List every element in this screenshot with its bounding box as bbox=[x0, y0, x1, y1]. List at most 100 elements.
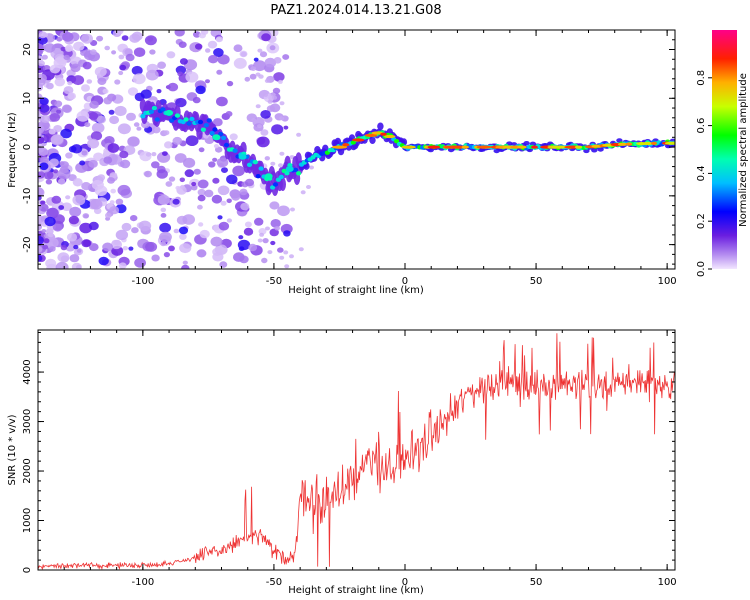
noise-blob bbox=[244, 76, 251, 82]
noise-blob bbox=[226, 174, 238, 185]
noise-blob bbox=[39, 162, 49, 171]
noise-blob bbox=[131, 65, 143, 76]
noise-blob bbox=[38, 147, 49, 156]
noise-blob bbox=[283, 250, 289, 255]
ridge-mid bbox=[197, 119, 204, 125]
noise-blob bbox=[41, 229, 47, 233]
noise-blob bbox=[40, 115, 51, 123]
noise-blob bbox=[151, 152, 157, 157]
ridge-mid bbox=[140, 114, 146, 119]
noise-blob bbox=[159, 231, 172, 243]
snr-line bbox=[38, 333, 675, 570]
noise-blob bbox=[240, 202, 250, 211]
noise-blob bbox=[195, 43, 203, 50]
noise-blob bbox=[119, 150, 129, 159]
noise-blob bbox=[69, 206, 82, 217]
ridge-mid bbox=[255, 174, 261, 179]
ridge-outer bbox=[523, 141, 530, 146]
noise-blob bbox=[253, 57, 259, 62]
noise-blob bbox=[249, 73, 257, 80]
ridge-mid bbox=[174, 113, 181, 118]
noise-blob bbox=[272, 87, 281, 94]
ridge-mid bbox=[272, 182, 279, 187]
noise-blob bbox=[88, 221, 99, 231]
noise-blob bbox=[79, 160, 86, 166]
noise-blob bbox=[58, 205, 65, 210]
colorbar-tick-label: 0.2 bbox=[696, 213, 707, 229]
noise-blob bbox=[160, 241, 167, 247]
noise-blob bbox=[117, 123, 131, 135]
y-tick-label: 4000 bbox=[22, 359, 33, 384]
noise-blob bbox=[126, 112, 136, 121]
noise-blob bbox=[76, 110, 90, 122]
noise-blob bbox=[183, 157, 196, 168]
noise-blob bbox=[38, 195, 42, 201]
noise-blob bbox=[256, 136, 270, 148]
noise-blob bbox=[151, 254, 160, 262]
noise-blob bbox=[102, 88, 109, 94]
noise-blob bbox=[182, 260, 188, 265]
ridge-outer bbox=[240, 141, 247, 156]
noise-blob bbox=[134, 257, 147, 268]
snr-xlabel: Height of straight line (km) bbox=[288, 585, 424, 596]
noise-blob bbox=[220, 200, 227, 206]
noise-blob bbox=[73, 41, 85, 51]
noise-blob bbox=[180, 184, 185, 189]
noise-blob bbox=[63, 86, 74, 95]
noise-blob bbox=[72, 75, 85, 86]
noise-blob bbox=[179, 177, 185, 183]
noise-blob bbox=[178, 226, 189, 235]
ridge-outer bbox=[369, 136, 376, 144]
ridge-mid bbox=[252, 159, 258, 165]
noise-blob bbox=[225, 111, 233, 117]
colorbar-label: Normalized spectral amplitude bbox=[738, 73, 749, 227]
noise-blob bbox=[118, 262, 127, 269]
noise-blob bbox=[179, 243, 192, 254]
noise-blob bbox=[229, 133, 238, 141]
noise-blob bbox=[38, 205, 42, 211]
snr-plot-area bbox=[38, 330, 675, 570]
noise-blob bbox=[82, 213, 90, 219]
noise-blob bbox=[219, 261, 228, 268]
noise-blob bbox=[231, 192, 241, 201]
noise-blob bbox=[207, 40, 218, 49]
ridge-outer bbox=[616, 138, 623, 143]
noise-blob bbox=[111, 50, 117, 55]
noise-blob bbox=[179, 233, 187, 240]
noise-blob bbox=[262, 238, 269, 244]
noise-blob bbox=[145, 241, 158, 252]
noise-blob bbox=[213, 48, 224, 57]
ridge-mid bbox=[148, 109, 155, 115]
noise-blob bbox=[119, 64, 127, 71]
noise-blob bbox=[50, 134, 64, 145]
ridge-outer bbox=[591, 148, 598, 153]
noise-blob bbox=[264, 78, 270, 83]
x-tick-label: 50 bbox=[530, 276, 543, 287]
ridge-core bbox=[476, 145, 492, 149]
ridge-core bbox=[651, 141, 657, 145]
x-tick-label: 0 bbox=[402, 276, 408, 287]
noise-blob bbox=[55, 261, 69, 269]
colorbar-tick-label: 0.8 bbox=[696, 70, 707, 86]
noise-blob bbox=[136, 126, 142, 131]
noise-blob bbox=[279, 116, 285, 121]
noise-blob bbox=[65, 195, 71, 200]
noise-blob bbox=[94, 66, 107, 77]
noise-blob bbox=[212, 118, 223, 127]
noise-blob bbox=[269, 201, 280, 210]
noise-blob bbox=[205, 79, 210, 84]
noise-blob bbox=[72, 178, 83, 187]
noise-blob bbox=[151, 161, 160, 169]
noise-blob bbox=[87, 138, 100, 149]
noise-blob bbox=[306, 185, 311, 189]
noise-blob bbox=[107, 177, 115, 184]
ridge-core bbox=[384, 134, 396, 139]
ridge-core bbox=[642, 141, 654, 146]
noise-blob bbox=[265, 226, 270, 231]
noise-blob bbox=[259, 51, 268, 58]
noise-blob bbox=[165, 181, 173, 187]
noise-blob bbox=[114, 105, 127, 117]
noise-blob bbox=[243, 227, 254, 236]
noise-blob bbox=[221, 167, 228, 174]
noise-blob bbox=[39, 203, 49, 212]
